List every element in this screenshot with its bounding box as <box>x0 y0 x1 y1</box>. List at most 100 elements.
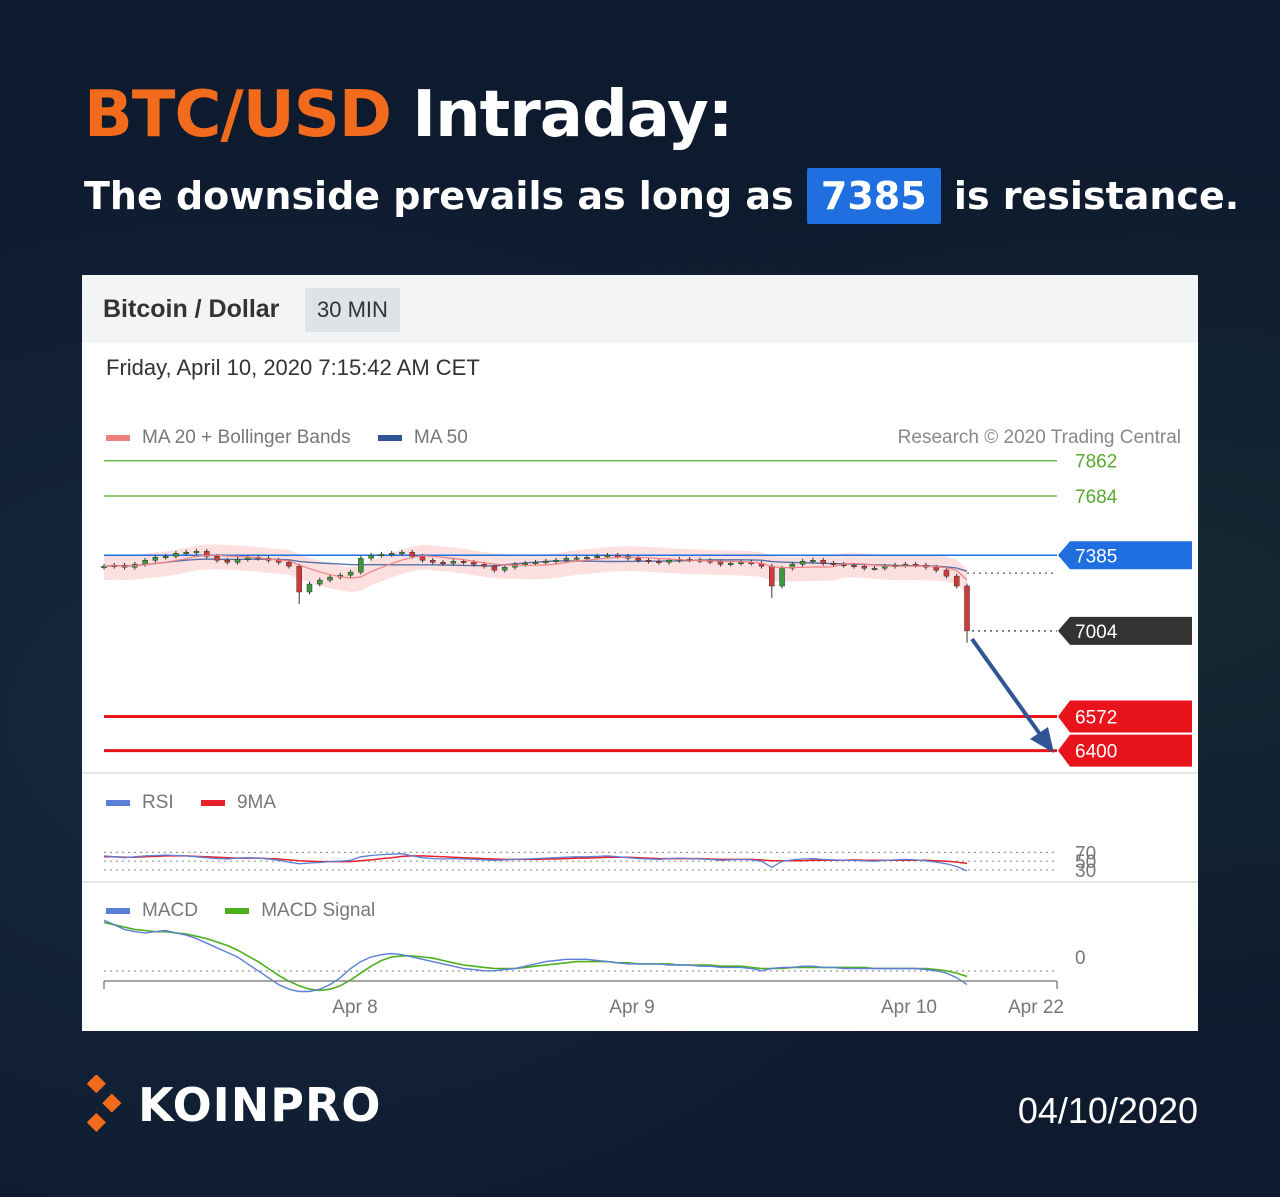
page-title: BTC/USD Intraday: <box>84 78 733 152</box>
candle-body <box>471 561 477 565</box>
legend-swatch-rsi <box>106 799 130 806</box>
instrument-name: Bitcoin / Dollar <box>103 295 280 323</box>
rsi-level-label: 30 <box>1075 861 1096 882</box>
candle-body <box>594 556 600 559</box>
candle-body <box>943 569 950 577</box>
candle-body <box>327 576 333 581</box>
candle-body <box>214 556 220 561</box>
support-level-tag <box>1058 734 1192 767</box>
legend-swatch-ma50 <box>377 434 402 441</box>
chart-card-header: Bitcoin / Dollar 30 MIN <box>82 275 1198 343</box>
legend-swatch-macd <box>106 907 130 914</box>
x-tick-label: Apr 10 <box>881 997 937 1018</box>
bollinger-band <box>104 544 967 594</box>
candle-body <box>656 560 662 563</box>
candle-body <box>717 561 724 565</box>
candle-body <box>635 558 641 561</box>
candle-body <box>317 579 323 585</box>
pivot-level-label: 7385 <box>1075 546 1117 567</box>
legend-item-macd: MACD <box>106 900 198 921</box>
legend-label-macd-signal: MACD Signal <box>261 900 376 921</box>
pivot-level-tag <box>1058 541 1192 570</box>
candle-body <box>419 556 426 561</box>
candle-body <box>173 553 179 557</box>
candle-body <box>604 555 611 558</box>
rsi-line <box>103 853 968 872</box>
candle-body <box>306 583 313 593</box>
candle-body <box>234 559 241 563</box>
candle-body <box>388 553 395 556</box>
title-rest: Intraday: <box>412 78 733 152</box>
candle-body <box>851 564 857 567</box>
candle-body <box>501 566 508 571</box>
candle-body <box>953 575 960 587</box>
last-price-tag <box>1058 616 1192 645</box>
x-tick-label: Apr 8 <box>332 997 377 1018</box>
rsi-level-label: 70 <box>1075 843 1096 864</box>
macd-line <box>103 919 968 993</box>
candle-body <box>666 559 672 563</box>
candle-body <box>964 585 970 632</box>
subtitle-before: The downside prevails as long as <box>84 174 794 218</box>
legend-item-ma50: MA 50 <box>377 427 468 448</box>
candle-body <box>193 551 200 554</box>
candle-body <box>399 552 405 555</box>
legend-swatch-ma20 <box>106 434 130 441</box>
chart-card: Bitcoin / Dollar 30 MIN Friday, April 10… <box>82 275 1198 1031</box>
subtitle-after: is resistance. <box>953 174 1240 218</box>
candle-body <box>430 559 436 563</box>
x-tick-label: Apr 9 <box>609 997 654 1018</box>
chart-datetime: Friday, April 10, 2020 7:15:42 AM CET <box>106 355 480 380</box>
legend-label-macd: MACD <box>142 900 198 921</box>
projection-arrow-line <box>970 637 1044 739</box>
legend-swatch-9ma <box>200 799 225 806</box>
legend-swatch-macd-signal <box>225 907 250 914</box>
support-level-label: 6400 <box>1075 742 1117 763</box>
candle-body <box>912 563 919 566</box>
timeframe-badge[interactable]: 30 MIN <box>305 288 400 332</box>
candle-body <box>296 565 302 593</box>
chart-credit: Research © 2020 Trading Central <box>897 427 1181 448</box>
last-price-label: 7004 <box>1075 622 1118 643</box>
main-legend: MA 20 + Bollinger Bands MA 50 <box>106 427 490 449</box>
candle-body <box>871 567 878 570</box>
candle-body <box>203 551 210 557</box>
footer-date: 04/10/2020 <box>1017 1090 1198 1131</box>
candle-body <box>183 552 189 555</box>
candle-body <box>584 557 590 560</box>
macd-legend: MACD MACD Signal <box>106 900 397 922</box>
legend-label-9ma: 9MA <box>236 792 277 813</box>
rsi-legend: RSI 9MA <box>106 792 298 814</box>
page-subtitle: The downside prevails as long as 7385 is… <box>84 168 1239 224</box>
candle-body <box>142 559 148 565</box>
candle-body <box>224 559 231 563</box>
candle-body <box>450 560 457 564</box>
candle-body <box>830 562 837 565</box>
candle-body <box>779 567 785 587</box>
candle-body <box>522 562 528 565</box>
candle-body <box>738 561 744 564</box>
legend-item-macd-signal: MACD Signal <box>225 900 375 921</box>
candle-body <box>727 562 734 565</box>
candle-body <box>614 555 621 558</box>
target-level-label: 7684 <box>1075 487 1118 508</box>
legend-label-rsi: RSI <box>142 792 174 813</box>
candle-body <box>460 560 467 563</box>
legend-item-rsi: RSI <box>106 792 174 813</box>
candle-body <box>409 552 415 557</box>
title-pair: BTC/USD <box>84 78 392 152</box>
brand-name: KOINPRO <box>138 1078 382 1132</box>
candle-body <box>563 558 570 561</box>
support-level-tag <box>1058 700 1192 733</box>
candle-body <box>902 563 909 566</box>
candle-body <box>573 557 580 560</box>
candle-body <box>933 566 939 571</box>
candle-body <box>799 560 806 565</box>
macd-signal-line <box>103 921 968 992</box>
candle-body <box>532 561 539 564</box>
candle-body <box>645 559 652 562</box>
candle-body <box>861 565 868 569</box>
candle-body <box>810 559 816 562</box>
macd-zero-label: 0 <box>1075 948 1086 969</box>
